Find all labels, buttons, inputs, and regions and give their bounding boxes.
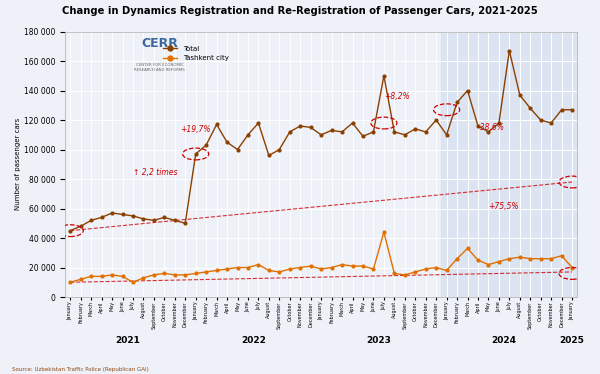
Legend: Total, Tashkent city: Total, Tashkent city bbox=[161, 43, 232, 64]
Y-axis label: Number of passenger cars: Number of passenger cars bbox=[15, 118, 21, 211]
Text: +19,7%: +19,7% bbox=[180, 125, 211, 134]
Text: CENTER FOR ECONOMIC
RESEARCH AND REFORMS: CENTER FOR ECONOMIC RESEARCH AND REFORMS bbox=[134, 64, 185, 72]
Text: Source: Uzbekistan Traffic Police (Republican GAI): Source: Uzbekistan Traffic Police (Repub… bbox=[12, 367, 149, 372]
Text: 2021: 2021 bbox=[115, 335, 140, 344]
Text: 2023: 2023 bbox=[366, 335, 391, 344]
Text: +8,2%: +8,2% bbox=[384, 92, 410, 101]
Text: 2024: 2024 bbox=[491, 335, 517, 344]
Text: CERR: CERR bbox=[142, 37, 178, 50]
Bar bbox=[442, 31, 577, 297]
Text: 2022: 2022 bbox=[241, 335, 266, 344]
Text: 2025: 2025 bbox=[560, 335, 584, 344]
Text: Change in Dynamics Registration and Re-Registration of Passenger Cars, 2021-2025: Change in Dynamics Registration and Re-R… bbox=[62, 6, 538, 16]
Text: ↑ 2,2 times: ↑ 2,2 times bbox=[133, 168, 178, 177]
Text: +75,5%: +75,5% bbox=[488, 202, 519, 211]
Text: -38,6%: -38,6% bbox=[478, 123, 505, 132]
